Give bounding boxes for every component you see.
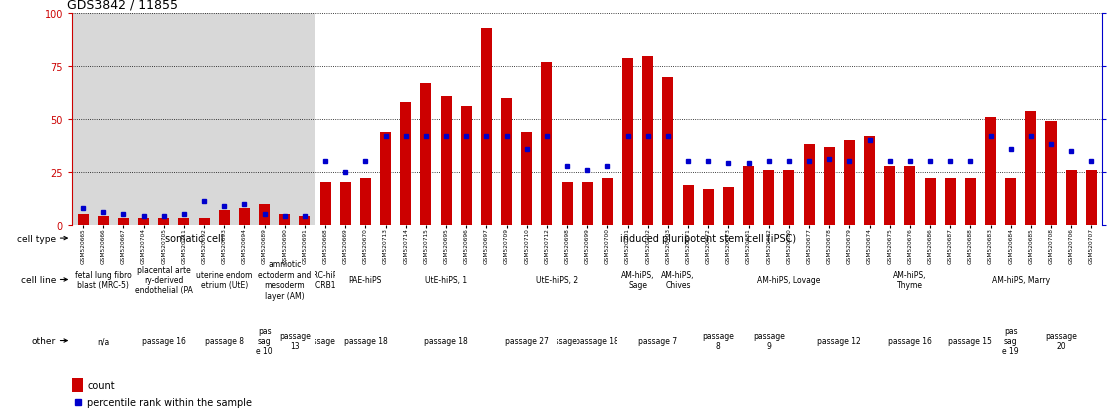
Bar [803,145,814,225]
Bar [965,179,976,225]
Bar [763,170,774,225]
Bar [663,78,674,225]
Text: passage 18: passage 18 [424,336,468,345]
Text: other: other [32,336,57,345]
Bar [1086,170,1097,225]
Text: GDS3842 / 11855: GDS3842 / 11855 [66,0,178,12]
Bar [78,215,89,225]
Bar [1046,122,1057,225]
Bar [420,84,431,225]
Bar [602,179,613,225]
Text: passage
9: passage 9 [752,331,784,350]
Text: AM-hiPS,
Sage: AM-hiPS, Sage [620,270,655,290]
Bar [481,29,492,225]
Text: passage 18: passage 18 [575,336,619,345]
Bar [1005,179,1016,225]
Bar [72,378,83,392]
Bar [622,59,633,225]
Bar [218,210,229,225]
Text: count: count [88,380,115,390]
Bar [1025,112,1036,225]
Bar [783,170,794,225]
Bar [904,166,915,225]
Bar [461,107,472,225]
Text: UtE-hiPS, 2: UtE-hiPS, 2 [536,275,578,284]
Text: passage 18: passage 18 [343,336,388,345]
Text: PAE-hiPS: PAE-hiPS [349,275,382,284]
Bar [582,183,593,225]
Bar [98,217,109,225]
Text: passage
13: passage 13 [279,331,310,350]
Bar [178,219,189,225]
Bar [315,14,1102,225]
Bar [823,147,834,225]
Bar [643,57,654,225]
Text: n/a: n/a [98,336,110,345]
Bar [319,183,330,225]
Text: passage
8: passage 8 [702,331,735,350]
Text: passage 16: passage 16 [888,336,932,345]
Text: MRC-hiPS,
Tic(JCRB1331: MRC-hiPS, Tic(JCRB1331 [299,270,350,290]
Text: AM-hiPS,
Thyme: AM-hiPS, Thyme [893,270,926,290]
Text: passage 7: passage 7 [638,336,677,345]
Text: cell line: cell line [21,275,57,284]
Bar [743,166,755,225]
Text: somatic cell: somatic cell [165,233,224,244]
Bar [380,133,391,225]
Bar [683,185,694,225]
Text: AM-hiPS, Marry: AM-hiPS, Marry [992,275,1050,284]
Bar [138,219,150,225]
Bar [117,219,129,225]
Bar [239,208,250,225]
Text: percentile rank within the sample: percentile rank within the sample [88,397,253,407]
Bar [279,215,290,225]
Text: passage 15: passage 15 [948,336,993,345]
Bar [441,97,452,225]
Text: pas
sag
e 10: pas sag e 10 [256,326,273,356]
Bar [72,14,315,225]
Text: passage 8: passage 8 [205,336,244,345]
Bar [945,179,956,225]
Text: AM-hiPS,
Chives: AM-hiPS, Chives [661,270,695,290]
Text: cell type: cell type [17,234,57,243]
Text: passage 27: passage 27 [505,336,548,345]
Text: fetal lung fibro
blast (MRC-5): fetal lung fibro blast (MRC-5) [75,270,132,290]
Bar [722,187,733,225]
Text: passage 16: passage 16 [142,336,186,345]
Text: AM-hiPS, Lovage: AM-hiPS, Lovage [757,275,821,284]
Text: placental arte
ry-derived
endothelial (PA: placental arte ry-derived endothelial (P… [135,265,193,294]
Bar [864,137,875,225]
Bar [299,217,310,225]
Bar [198,219,209,225]
Text: passage
20: passage 20 [1045,331,1077,350]
Text: amniotic
ectoderm and
mesoderm
layer (AM): amniotic ectoderm and mesoderm layer (AM… [258,260,311,300]
Bar [542,63,553,225]
Bar [340,183,351,225]
Text: passage 22: passage 22 [304,336,347,345]
Bar [702,189,714,225]
Bar [521,133,532,225]
Bar [985,118,996,225]
Bar [400,103,411,225]
Bar [158,219,170,225]
Text: passage 12: passage 12 [818,336,861,345]
Text: induced pluripotent stem cell (iPSC): induced pluripotent stem cell (iPSC) [620,233,797,244]
Text: uterine endom
etrium (UtE): uterine endom etrium (UtE) [196,270,253,290]
Text: pas
sag
e 19: pas sag e 19 [1003,326,1019,356]
Bar [501,99,512,225]
Bar [844,141,855,225]
Bar [1066,170,1077,225]
Bar [360,179,371,225]
Text: UtE-hiPS, 1: UtE-hiPS, 1 [425,275,468,284]
Text: passage 13: passage 13 [545,336,589,345]
Bar [562,183,573,225]
Bar [924,179,935,225]
Bar [884,166,895,225]
Bar [259,204,270,225]
